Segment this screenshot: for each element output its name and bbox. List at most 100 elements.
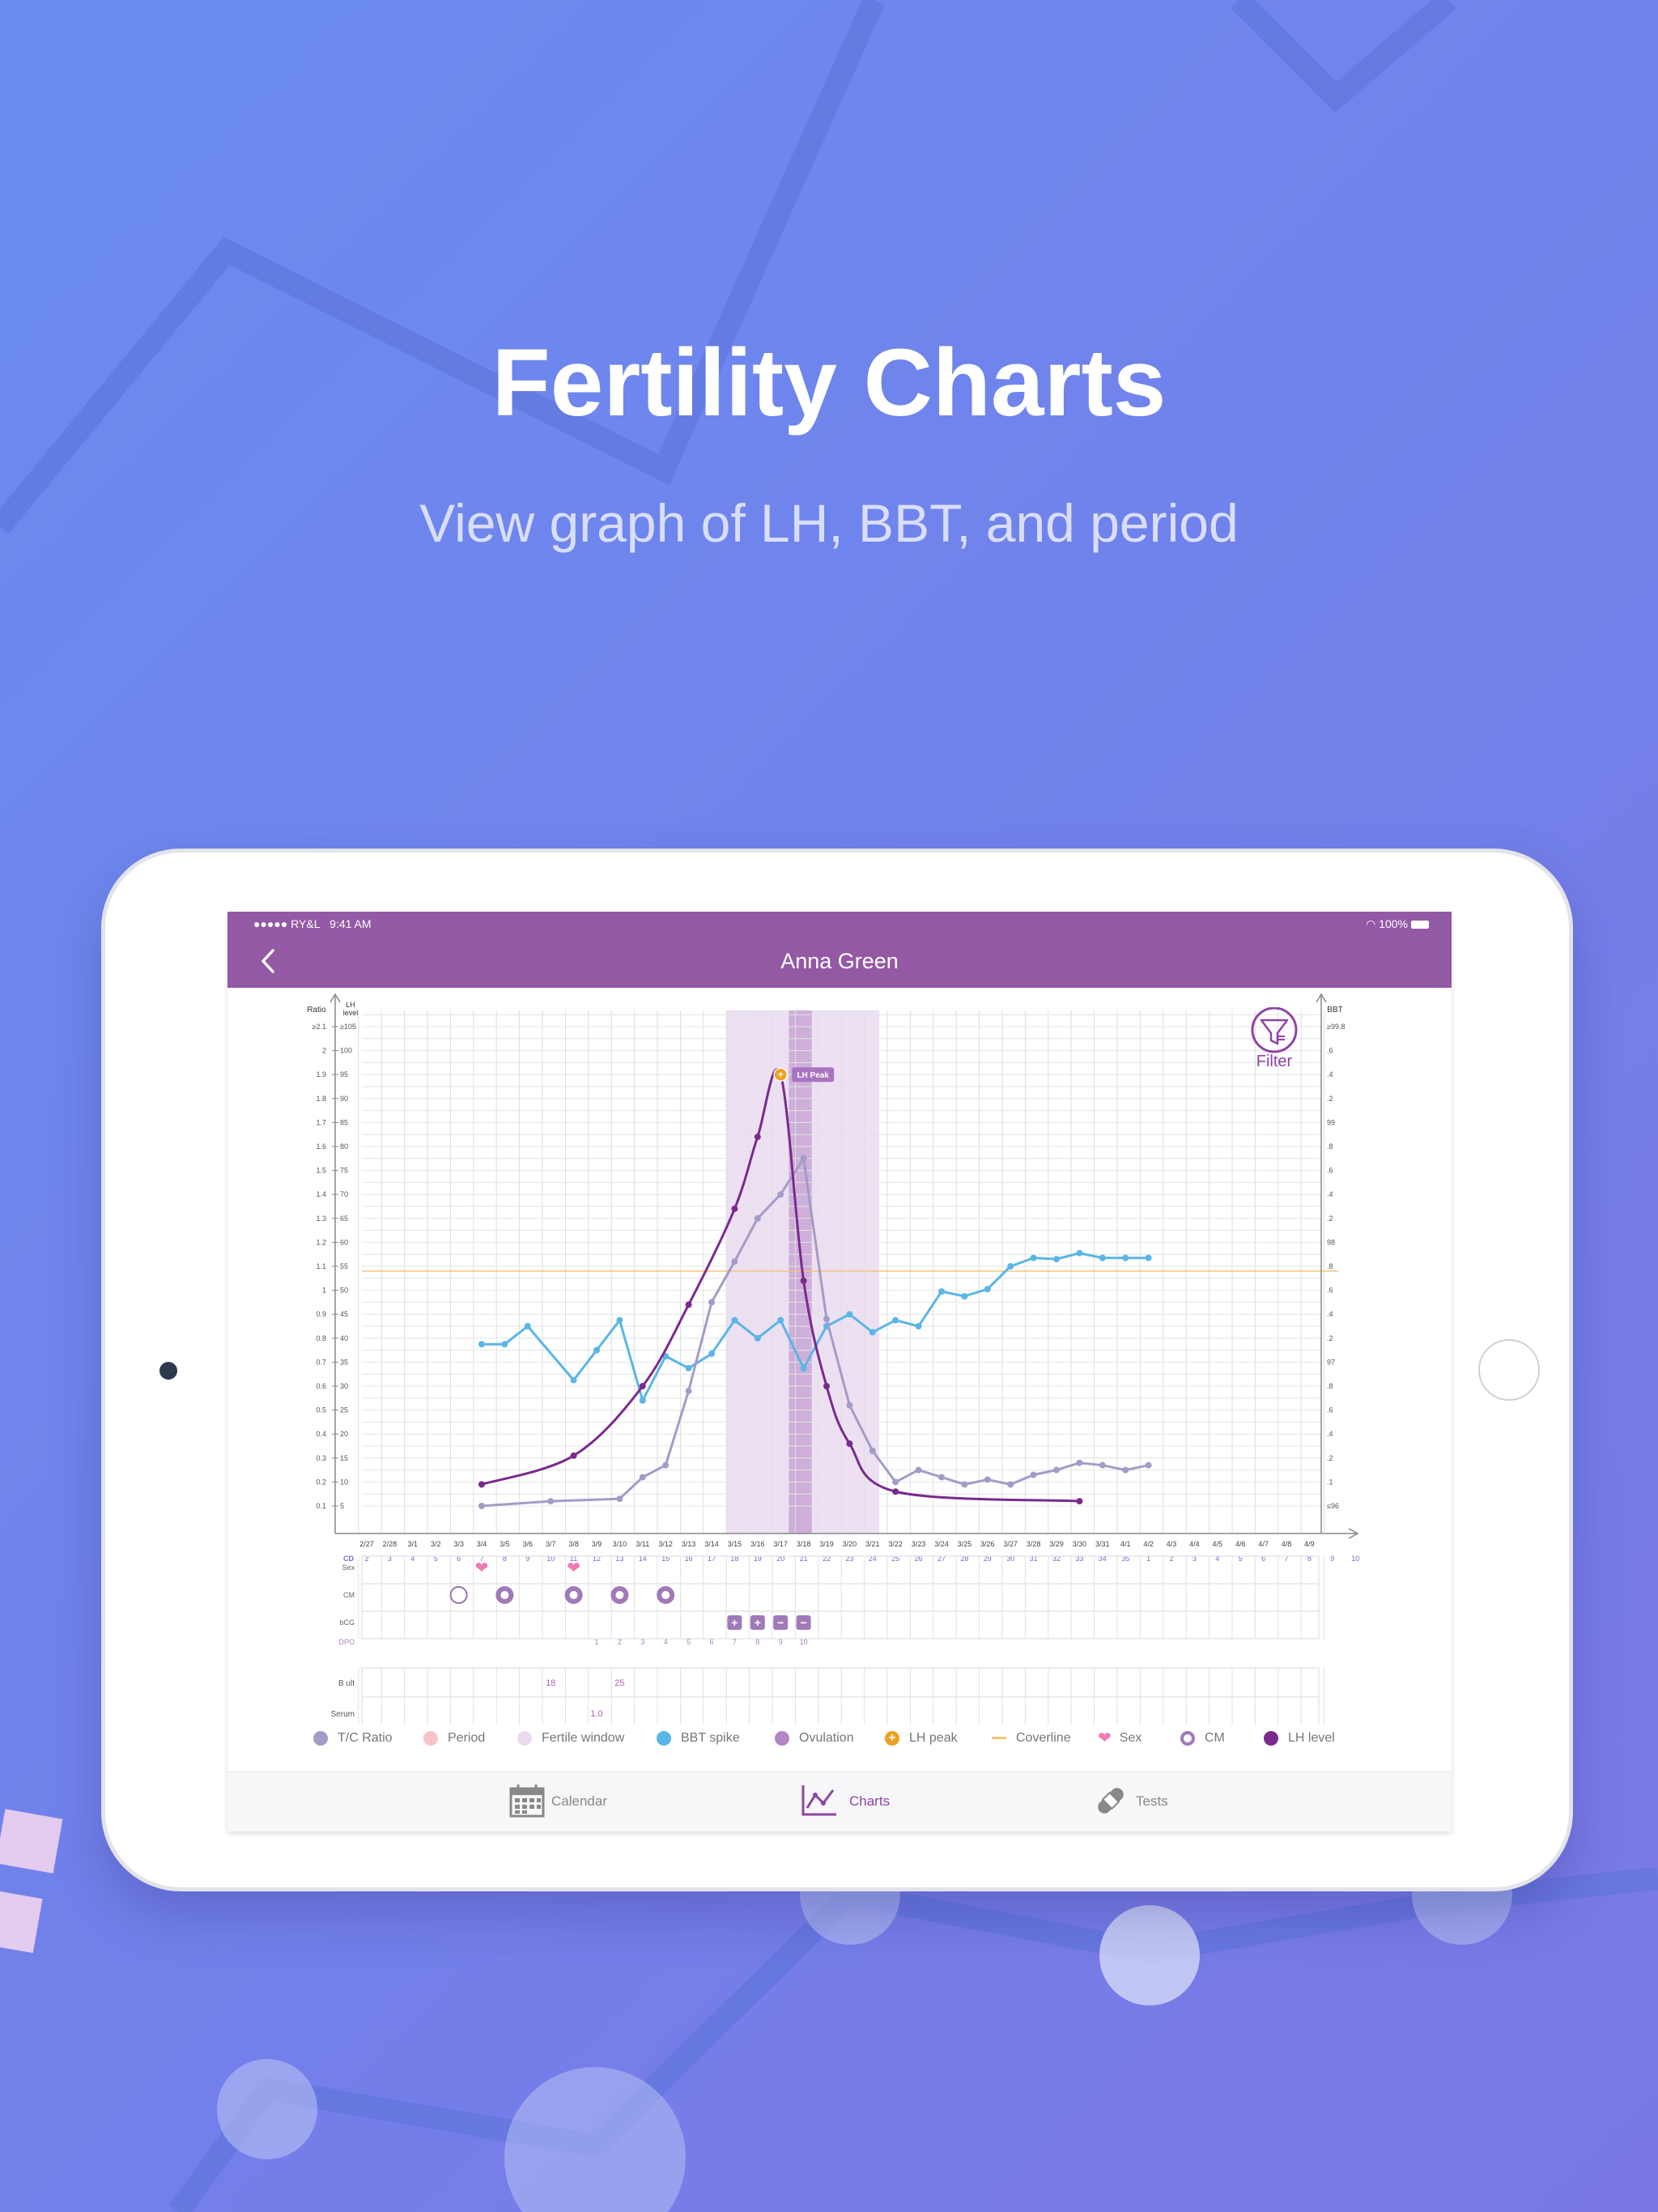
- dot-icon: [657, 1731, 671, 1746]
- x-tick-cd: 16: [685, 1555, 693, 1563]
- tc-ratio-point: [616, 1495, 623, 1503]
- x-tick-cd: 28: [960, 1555, 968, 1563]
- x-tick-cd: 9: [525, 1555, 529, 1563]
- y-tick-lh: 75: [340, 1167, 348, 1175]
- x-tick-date: 3/3: [453, 1540, 464, 1548]
- x-tick-cd: 10: [1351, 1555, 1359, 1563]
- x-tick-cd: 3: [388, 1555, 392, 1563]
- x-tick-cd: 2: [364, 1555, 368, 1563]
- back-button[interactable]: [260, 947, 276, 980]
- legend-label: CM: [1205, 1731, 1225, 1746]
- y-tick-bbt: .8: [1327, 1142, 1333, 1151]
- bcg-result-value: +: [755, 1616, 761, 1629]
- y-tick-bbt: .6: [1327, 1406, 1333, 1414]
- tc-ratio-point: [961, 1481, 968, 1488]
- x-tick-cd: 33: [1075, 1555, 1083, 1563]
- y-tick-ratio: 0.3: [316, 1454, 326, 1462]
- line-swatch-icon: [992, 1737, 1006, 1740]
- lh-level-point: [800, 1277, 807, 1284]
- x-tick-cd: 6: [457, 1555, 461, 1563]
- legend-label: Sex: [1119, 1731, 1142, 1746]
- x-tick-date: 3/31: [1095, 1540, 1110, 1548]
- battery-icon: [1411, 921, 1429, 929]
- x-tick-date: 4/3: [1167, 1540, 1177, 1548]
- bcg-result-value: −: [777, 1616, 784, 1629]
- x-tick-cd: 20: [776, 1555, 784, 1563]
- legend-item: Ovulation: [775, 1731, 854, 1746]
- tab-tests[interactable]: Tests: [1094, 1784, 1191, 1821]
- cm-type-icon-inner: [500, 1591, 509, 1599]
- x-tick-date: 3/7: [546, 1540, 556, 1548]
- row-label-sex: Sex: [342, 1563, 355, 1572]
- lh-level-point: [685, 1301, 692, 1308]
- y-tick-bbt: 97: [1327, 1358, 1335, 1366]
- bbt-point: [1053, 1256, 1060, 1263]
- sex-heart-icon: ❤: [567, 1559, 580, 1577]
- x-tick-date: 3/14: [704, 1540, 719, 1548]
- x-tick-date: 3/22: [888, 1540, 903, 1548]
- y-tick-ratio: 1.3: [316, 1214, 326, 1223]
- bcg-result-icon: [796, 1615, 811, 1630]
- x-tick-cd: 5: [434, 1555, 438, 1563]
- dot-icon: [313, 1731, 328, 1746]
- tc-ratio-point: [1053, 1466, 1060, 1474]
- b-ult-value: 25: [614, 1678, 624, 1688]
- bbt-point: [984, 1286, 991, 1293]
- legend-label: Period: [448, 1731, 486, 1746]
- y-tick-bbt: .2: [1327, 1334, 1333, 1342]
- x-tick-cd: 3: [1192, 1555, 1197, 1563]
- y-axis-right-arrow: [1316, 993, 1327, 1003]
- lh-level-point: [1076, 1498, 1083, 1505]
- filter-label: Filter: [1256, 1053, 1293, 1070]
- bbt-point: [869, 1329, 876, 1336]
- bandage-icon: [1098, 1788, 1124, 1814]
- lh-level-point: [478, 1481, 485, 1488]
- serum-value: 1.0: [590, 1709, 602, 1719]
- x-tick-cd: 9: [1330, 1555, 1334, 1563]
- tc-ratio-point: [938, 1474, 945, 1481]
- y-tick-ratio: 0.4: [316, 1430, 326, 1438]
- y-tick-ratio: 1.8: [316, 1095, 326, 1103]
- legend-item: Period: [423, 1731, 485, 1746]
- bbt-point: [892, 1317, 899, 1324]
- dpo-value: 7: [733, 1638, 737, 1646]
- lab-rows-grid: [361, 1667, 1320, 1725]
- dpo-value: 3: [640, 1638, 644, 1646]
- x-tick-date: 3/21: [865, 1540, 880, 1548]
- bbt-point: [478, 1341, 485, 1348]
- x-tick-date: 3/6: [523, 1540, 534, 1548]
- y-tick-ratio: ≥2.1: [312, 1023, 326, 1031]
- bbt-point: [938, 1288, 945, 1295]
- bbt-point: [570, 1376, 577, 1384]
- x-tick-date: 3/17: [773, 1540, 788, 1548]
- filter-button[interactable]: Filter: [1249, 1006, 1299, 1074]
- tc-ratio-point: [1145, 1461, 1152, 1469]
- x-tick-cd: 17: [708, 1555, 716, 1563]
- x-tick-date: 3/1: [408, 1540, 419, 1548]
- y-tick-lh: 5: [340, 1502, 344, 1510]
- ovulation-band: [789, 1010, 812, 1534]
- tab-calendar[interactable]: Calendar: [509, 1784, 631, 1821]
- tablet-home-button[interactable]: [1478, 1339, 1540, 1401]
- event-rows-grid: [361, 1555, 1320, 1640]
- x-tick-date: 3/24: [934, 1540, 949, 1548]
- y-tick-bbt: .4: [1327, 1310, 1333, 1318]
- tc-ratio-point: [800, 1155, 807, 1162]
- x-tick-cd: 2: [1169, 1555, 1173, 1563]
- tab-bar: Calendar Charts Tests: [227, 1772, 1452, 1831]
- chevron-left-icon: [261, 949, 274, 973]
- row-label-cm: CM: [343, 1591, 355, 1599]
- x-tick-date: 3/9: [592, 1540, 602, 1548]
- tc-ratio-point: [1007, 1481, 1014, 1488]
- x-tick-cd: 6: [1261, 1555, 1265, 1563]
- x-tick-date: 3/26: [980, 1540, 995, 1548]
- x-tick-cd: 10: [546, 1555, 555, 1563]
- bbt-point: [1076, 1249, 1083, 1257]
- tab-charts[interactable]: Charts: [801, 1784, 906, 1821]
- y-tick-bbt: .2: [1327, 1454, 1333, 1462]
- bbt-point: [593, 1346, 600, 1354]
- legend-label: BBT spike: [681, 1731, 740, 1746]
- x-tick-date: 3/16: [750, 1540, 765, 1548]
- tc-ratio-point: [547, 1498, 555, 1505]
- tc-ratio-point: [731, 1258, 738, 1266]
